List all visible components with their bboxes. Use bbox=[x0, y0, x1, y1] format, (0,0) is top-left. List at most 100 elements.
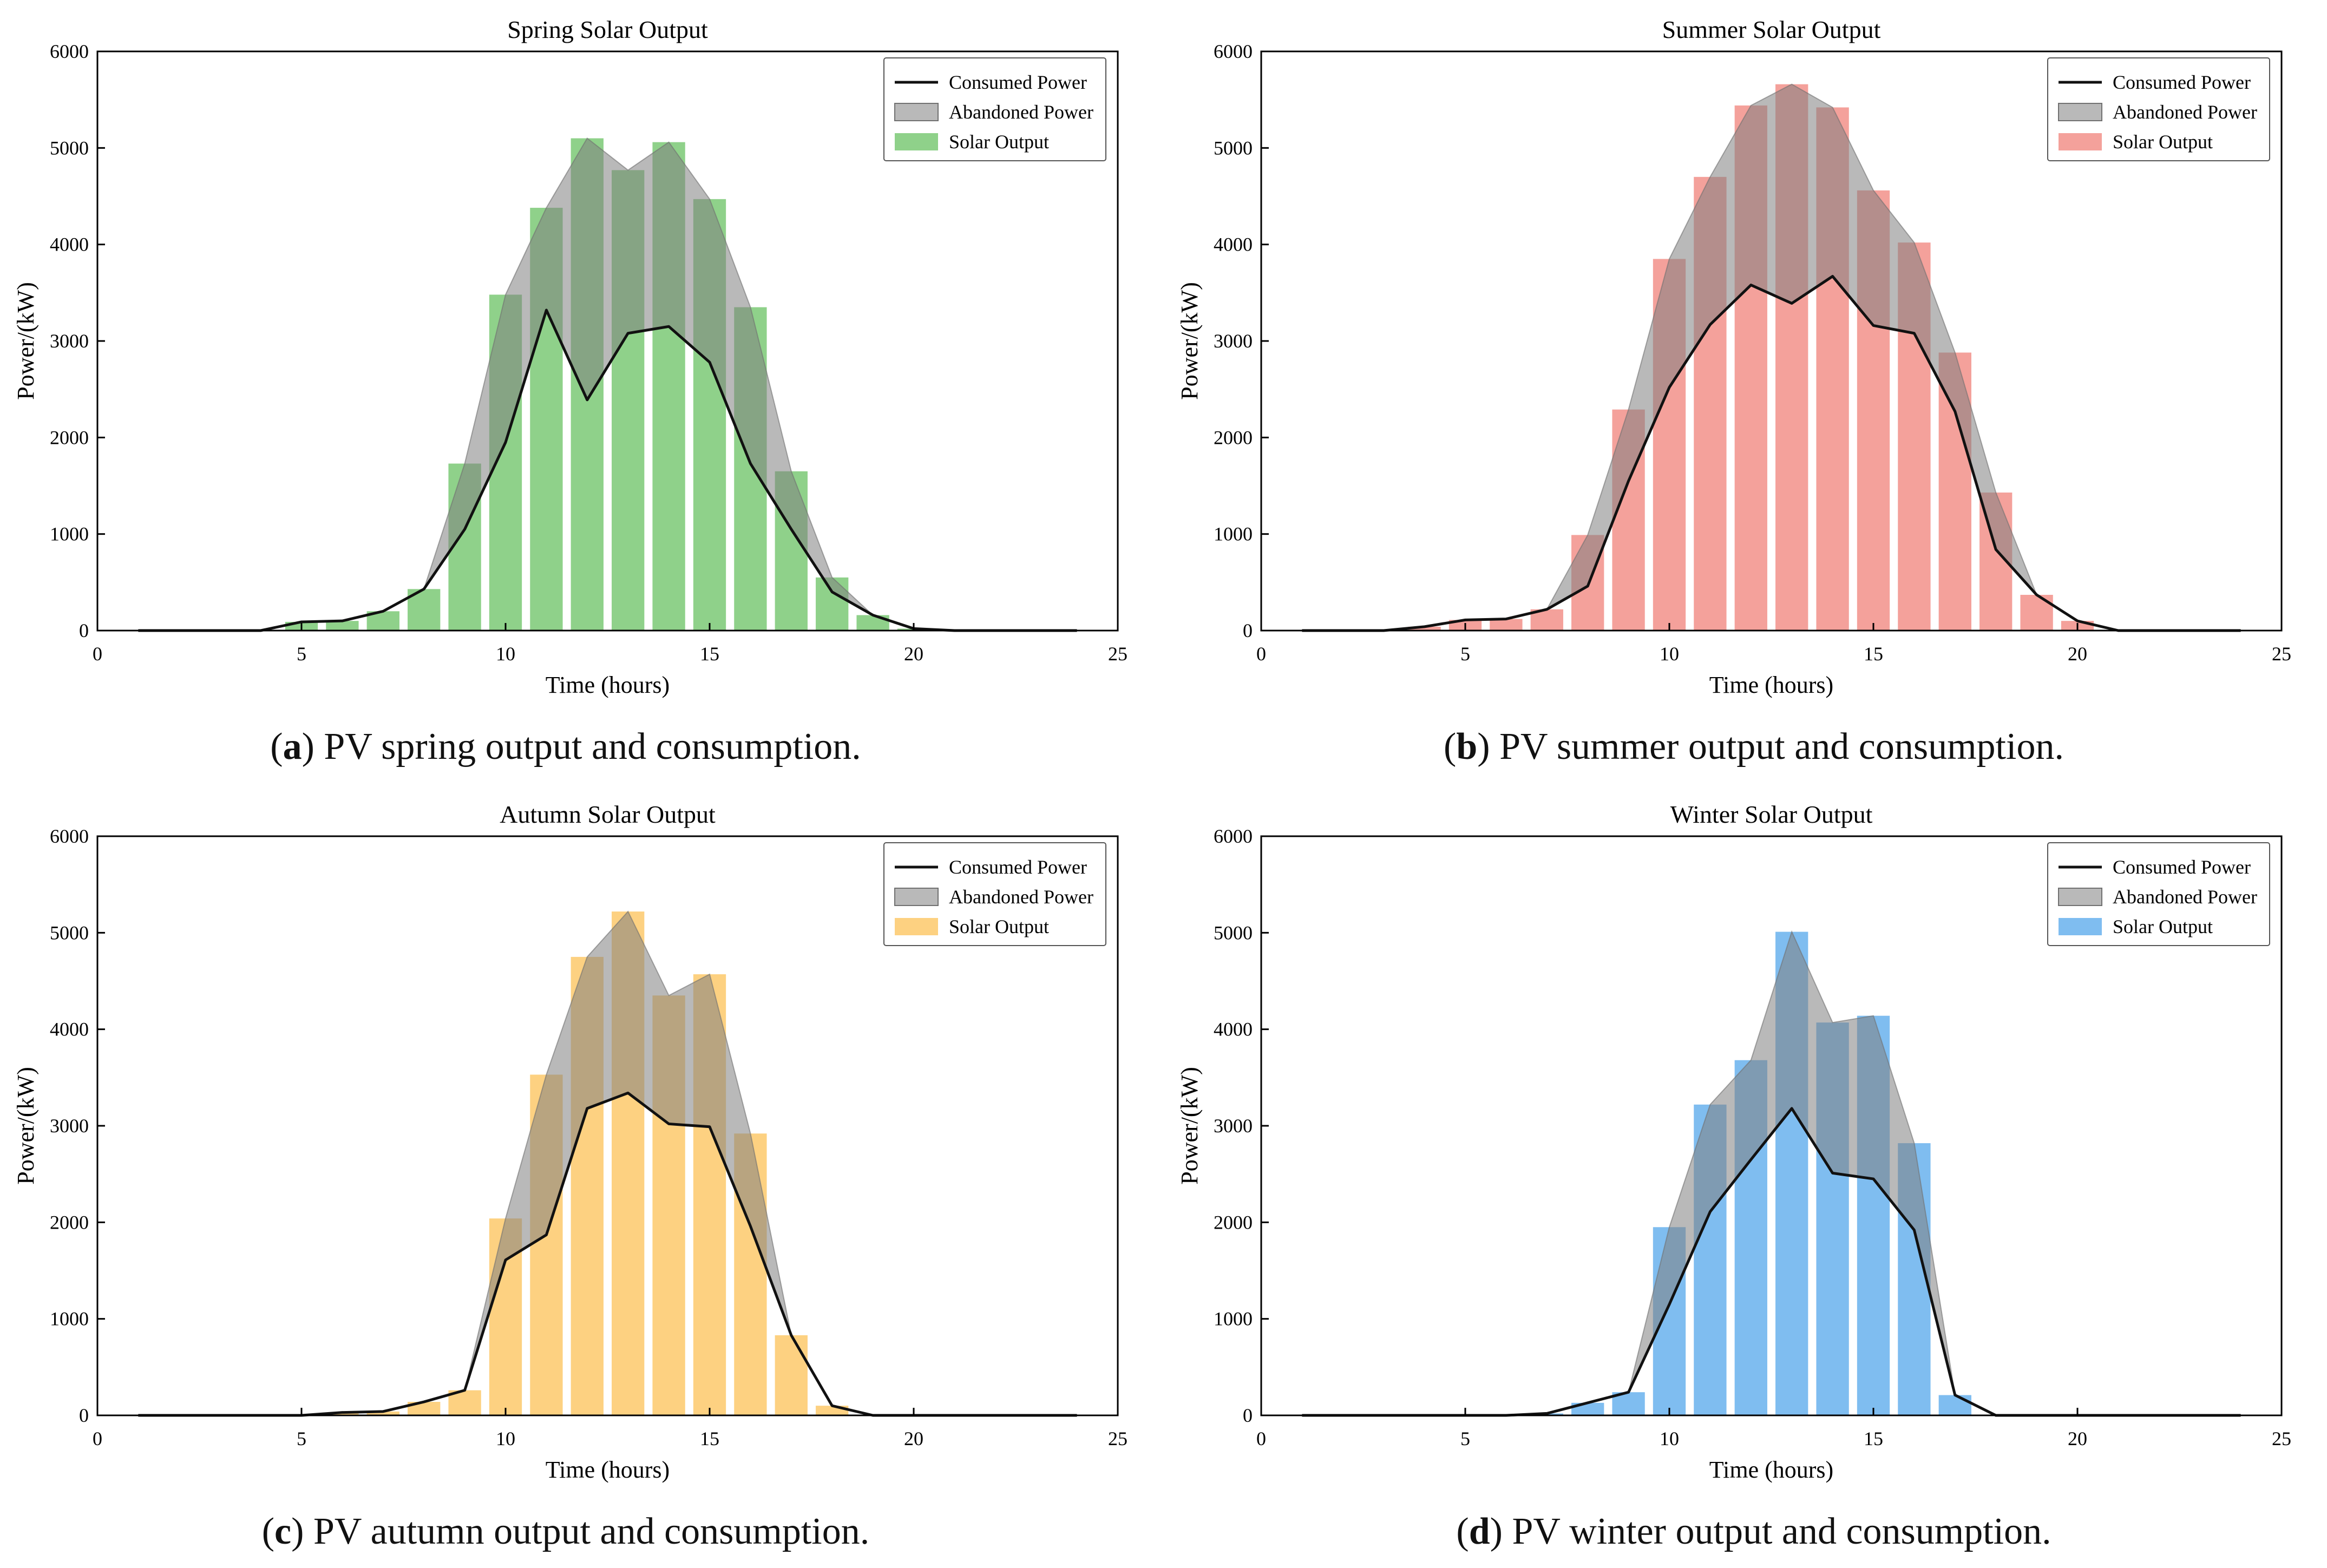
y-tick-label: 5000 bbox=[1214, 137, 1253, 159]
y-tick-label: 6000 bbox=[1214, 825, 1253, 847]
bar-17 bbox=[775, 1335, 808, 1415]
legend-solar-swatch bbox=[2059, 133, 2102, 150]
x-tick-label: 20 bbox=[2068, 643, 2087, 665]
x-tick-label: 20 bbox=[904, 1428, 923, 1449]
y-axis-label: Power/(kW) bbox=[1176, 282, 1203, 400]
y-tick-label: 4000 bbox=[50, 234, 89, 255]
x-tick-label: 0 bbox=[1256, 643, 1266, 665]
legend-abandoned-swatch bbox=[2058, 103, 2102, 121]
x-axis-label: Time (hours) bbox=[1709, 1457, 1833, 1483]
x-tick-label: 5 bbox=[1460, 1428, 1470, 1449]
y-tick-label: 2000 bbox=[1214, 1211, 1253, 1233]
legend-abandoned-swatch bbox=[2058, 888, 2102, 906]
legend-label: Consumed Power bbox=[2113, 856, 2251, 878]
legend: Consumed Power Abandoned Power Solar Outpu… bbox=[2047, 57, 2270, 161]
x-tick-label: 25 bbox=[1108, 1428, 1128, 1449]
y-tick-label: 4000 bbox=[1214, 1019, 1253, 1040]
y-tick-label: 3000 bbox=[50, 1115, 89, 1137]
bar-6 bbox=[1490, 619, 1523, 631]
abandoned-power-area bbox=[1302, 83, 2241, 631]
legend-box bbox=[2047, 842, 2270, 946]
x-tick-label: 10 bbox=[1660, 643, 1679, 665]
legend: Consumed Power Abandoned Power Solar Outpu… bbox=[883, 842, 1106, 946]
y-axis-label: Power/(kW) bbox=[1176, 1067, 1203, 1185]
caption-c: (c) PV autumn output and consumption. bbox=[261, 1511, 870, 1552]
x-axis-label: Time (hours) bbox=[1709, 672, 1833, 698]
y-tick-label: 6000 bbox=[1214, 41, 1253, 62]
chart-title: Spring Solar Output bbox=[507, 16, 708, 43]
bar-19 bbox=[2020, 595, 2053, 631]
legend-solar-swatch bbox=[895, 918, 938, 935]
y-tick-label: 4000 bbox=[50, 1019, 89, 1040]
x-axis-label: Time (hours) bbox=[546, 1457, 670, 1483]
x-tick-label: 0 bbox=[93, 1428, 102, 1449]
y-tick-label: 6000 bbox=[50, 41, 89, 62]
y-tick-label: 5000 bbox=[50, 137, 89, 159]
y-axis-label: Power/(kW) bbox=[12, 1067, 39, 1185]
legend-label: Consumed Power bbox=[2113, 71, 2251, 93]
y-tick-label: 1000 bbox=[50, 1308, 89, 1330]
x-tick-label: 15 bbox=[700, 643, 719, 665]
x-tick-label: 20 bbox=[904, 643, 923, 665]
legend: Consumed Power Abandoned Power Solar Outpu… bbox=[2047, 842, 2270, 946]
bar-19 bbox=[856, 615, 889, 631]
legend-label: Solar Output bbox=[2113, 131, 2213, 153]
x-tick-label: 20 bbox=[2068, 1428, 2087, 1449]
y-tick-label: 1000 bbox=[1214, 1308, 1253, 1330]
caption-d: (d) PV winter output and consumption. bbox=[1456, 1511, 2051, 1552]
x-tick-label: 25 bbox=[2272, 643, 2291, 665]
x-tick-label: 5 bbox=[297, 1428, 306, 1449]
consumed-power-line bbox=[138, 309, 1077, 632]
y-axis-label: Power/(kW) bbox=[12, 282, 39, 400]
y-tick-label: 0 bbox=[79, 620, 89, 641]
x-tick-label: 10 bbox=[496, 1428, 515, 1449]
x-tick-label: 15 bbox=[700, 1428, 719, 1449]
y-tick-label: 0 bbox=[1243, 1405, 1253, 1426]
legend-label: Abandoned Power bbox=[949, 886, 1093, 908]
legend-label: Abandoned Power bbox=[949, 101, 1093, 123]
caption-b: (b) PV summer output and consumption. bbox=[1444, 726, 2064, 767]
y-tick-label: 0 bbox=[79, 1405, 89, 1426]
bar-6 bbox=[326, 1412, 359, 1415]
legend-abandoned-swatch bbox=[894, 888, 939, 906]
x-tick-label: 10 bbox=[496, 643, 515, 665]
y-tick-label: 2000 bbox=[50, 427, 89, 448]
y-tick-label: 3000 bbox=[1214, 1115, 1253, 1137]
x-tick-label: 5 bbox=[1460, 643, 1470, 665]
x-tick-label: 15 bbox=[1864, 643, 1883, 665]
y-tick-label: 2000 bbox=[50, 1211, 89, 1233]
x-tick-label: 15 bbox=[1864, 1428, 1883, 1449]
chart-title: Summer Solar Output bbox=[1662, 16, 1881, 43]
bar-6 bbox=[326, 621, 359, 631]
legend-abandoned-swatch bbox=[894, 103, 939, 121]
consumed-power-line bbox=[138, 1091, 1077, 1417]
y-tick-label: 5000 bbox=[50, 922, 89, 943]
legend-label: Consumed Power bbox=[949, 71, 1087, 93]
autumn-chart: Autumn Solar Output 0 5 10 15 20 25 0 1000 2000 30… bbox=[12, 801, 1128, 1483]
bar-4 bbox=[1408, 626, 1441, 631]
consumed-power-line bbox=[1302, 275, 2241, 632]
x-axis-label: Time (hours) bbox=[546, 672, 670, 698]
x-tick-label: 25 bbox=[2272, 1428, 2291, 1449]
x-tick-label: 25 bbox=[1108, 643, 1128, 665]
x-tick-label: 10 bbox=[1660, 1428, 1679, 1449]
spring-chart: Spring Solar Output 0 5 10 15 20 25 0 1000 2000 30… bbox=[12, 16, 1128, 698]
legend-label: Solar Output bbox=[2113, 916, 2213, 937]
y-tick-label: 1000 bbox=[1214, 523, 1253, 545]
legend-label: Solar Output bbox=[949, 916, 1049, 937]
legend-solar-swatch bbox=[895, 133, 938, 150]
consumed-power-line bbox=[1302, 1107, 2241, 1417]
y-tick-label: 0 bbox=[1243, 620, 1253, 641]
y-tick-label: 1000 bbox=[50, 523, 89, 545]
x-tick-label: 0 bbox=[93, 643, 102, 665]
x-tick-label: 5 bbox=[297, 643, 306, 665]
legend-label: Abandoned Power bbox=[2113, 886, 2257, 908]
bar-7 bbox=[366, 1411, 399, 1415]
caption-a: (a) PV spring output and consumption. bbox=[270, 726, 861, 767]
legend-solar-swatch bbox=[2059, 918, 2102, 935]
chart-title: Autumn Solar Output bbox=[500, 801, 716, 828]
legend: Consumed Power Abandoned Power Solar Outpu… bbox=[883, 57, 1106, 161]
bar-17 bbox=[1938, 1395, 1971, 1415]
legend-label: Solar Output bbox=[949, 131, 1049, 153]
